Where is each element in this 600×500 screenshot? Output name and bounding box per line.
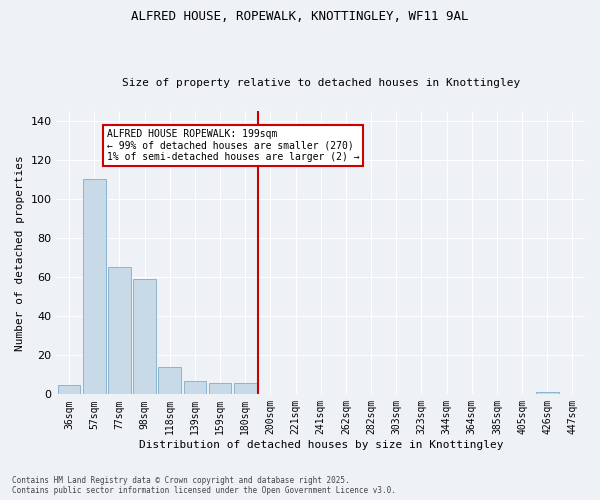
Bar bbox=[58, 384, 80, 394]
Bar bbox=[536, 392, 559, 394]
Text: ALFRED HOUSE, ROPEWALK, KNOTTINGLEY, WF11 9AL: ALFRED HOUSE, ROPEWALK, KNOTTINGLEY, WF1… bbox=[131, 10, 469, 23]
X-axis label: Distribution of detached houses by size in Knottingley: Distribution of detached houses by size … bbox=[139, 440, 503, 450]
Text: ALFRED HOUSE ROPEWALK: 199sqm
← 99% of detached houses are smaller (270)
1% of s: ALFRED HOUSE ROPEWALK: 199sqm ← 99% of d… bbox=[107, 128, 359, 162]
Bar bbox=[158, 367, 181, 394]
Bar bbox=[133, 279, 156, 394]
Bar bbox=[184, 380, 206, 394]
Text: Contains HM Land Registry data © Crown copyright and database right 2025.
Contai: Contains HM Land Registry data © Crown c… bbox=[12, 476, 396, 495]
Bar bbox=[234, 382, 257, 394]
Bar bbox=[83, 180, 106, 394]
Title: Size of property relative to detached houses in Knottingley: Size of property relative to detached ho… bbox=[122, 78, 520, 88]
Bar bbox=[209, 382, 232, 394]
Y-axis label: Number of detached properties: Number of detached properties bbox=[15, 155, 25, 350]
Bar bbox=[108, 268, 131, 394]
